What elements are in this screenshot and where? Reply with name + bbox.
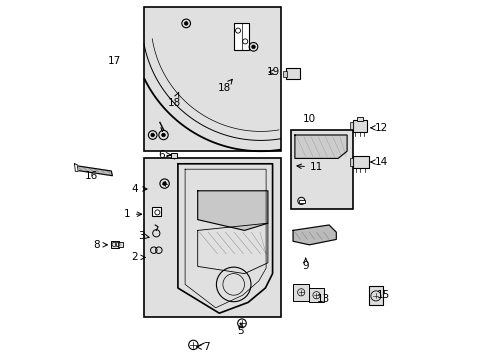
Polygon shape bbox=[294, 135, 346, 158]
Bar bbox=[152, 207, 161, 216]
Circle shape bbox=[162, 133, 165, 137]
Text: 18: 18 bbox=[167, 92, 181, 108]
Text: 10: 10 bbox=[302, 114, 315, 124]
Bar bbox=[349, 122, 352, 129]
Bar bbox=[111, 241, 119, 248]
Polygon shape bbox=[292, 225, 336, 245]
Polygon shape bbox=[75, 166, 112, 176]
Text: 4: 4 bbox=[131, 184, 147, 194]
Text: 17: 17 bbox=[108, 56, 122, 66]
Text: 6: 6 bbox=[158, 150, 171, 160]
Bar bbox=[143, 158, 280, 317]
Bar bbox=[118, 242, 122, 247]
Bar bbox=[309, 288, 323, 302]
Bar bbox=[234, 23, 248, 50]
Text: 1: 1 bbox=[124, 209, 142, 219]
Bar bbox=[143, 7, 280, 151]
Text: 9: 9 bbox=[302, 258, 308, 271]
Polygon shape bbox=[197, 191, 267, 230]
Circle shape bbox=[151, 133, 154, 137]
Circle shape bbox=[184, 22, 187, 25]
Text: 19: 19 bbox=[266, 67, 279, 77]
Bar bbox=[356, 117, 362, 121]
Text: 12: 12 bbox=[370, 123, 387, 133]
Bar bbox=[283, 71, 286, 77]
Text: 11: 11 bbox=[296, 162, 323, 172]
Bar bbox=[349, 158, 352, 166]
Polygon shape bbox=[75, 164, 78, 171]
Text: 8: 8 bbox=[93, 240, 107, 250]
Text: 7: 7 bbox=[197, 342, 209, 352]
Bar bbox=[352, 156, 368, 168]
Bar bbox=[292, 284, 309, 301]
Text: 13: 13 bbox=[316, 294, 330, 304]
Text: 5: 5 bbox=[237, 323, 244, 336]
Text: 16: 16 bbox=[85, 171, 98, 181]
Bar bbox=[298, 200, 305, 203]
Bar bbox=[291, 130, 352, 209]
Text: 18: 18 bbox=[218, 79, 232, 93]
Bar bbox=[171, 153, 177, 158]
Text: 14: 14 bbox=[370, 157, 387, 167]
Bar bbox=[368, 286, 382, 305]
Circle shape bbox=[251, 45, 255, 49]
Text: 15: 15 bbox=[376, 290, 389, 300]
Bar bbox=[352, 120, 366, 132]
Bar bbox=[285, 68, 300, 79]
Circle shape bbox=[163, 182, 166, 185]
Text: 2: 2 bbox=[131, 252, 145, 262]
Text: 3: 3 bbox=[138, 231, 149, 241]
